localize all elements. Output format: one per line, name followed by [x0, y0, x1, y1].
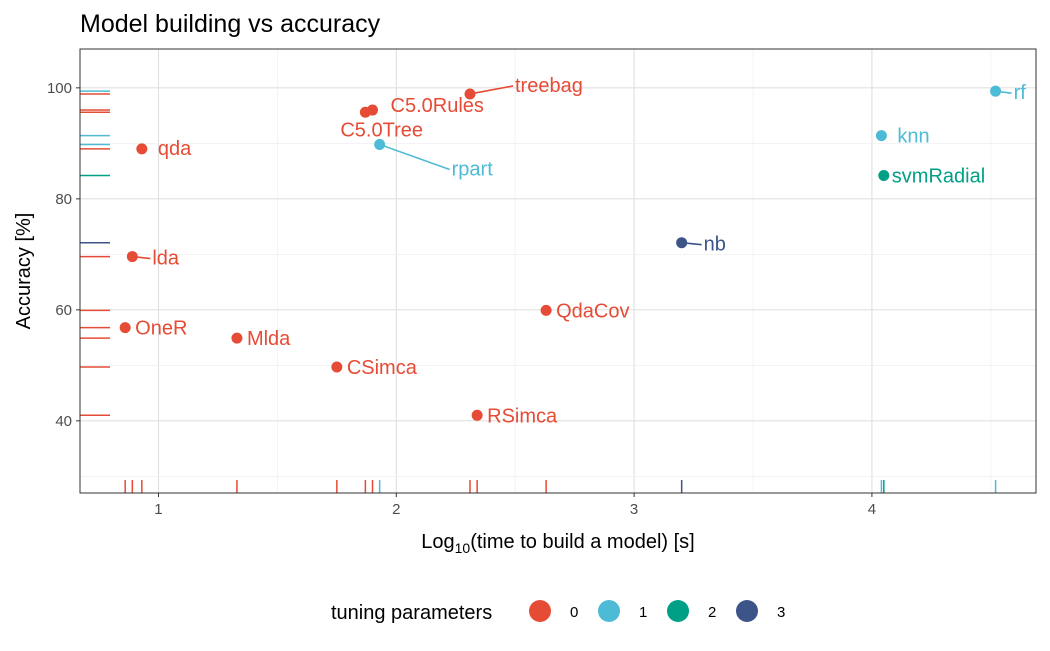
- legend-label: 3: [777, 604, 785, 621]
- legend-label: 0: [570, 604, 578, 621]
- rug-marks: [80, 90, 997, 493]
- point-label: RSimca: [487, 405, 558, 427]
- data-point: [540, 304, 552, 316]
- legend-key: [529, 600, 551, 622]
- x-tick-label: 4: [868, 501, 876, 518]
- panel-border: [79, 48, 1037, 494]
- y-axis-ticks: 40 60 80 100: [47, 80, 80, 430]
- x-axis-ticks: 1 2 3 4: [154, 493, 876, 518]
- legend-title: tuning parameters: [331, 602, 492, 624]
- data-point: [231, 332, 243, 344]
- point-label: C5.0Rules: [391, 95, 484, 117]
- point-label: Mlda: [247, 328, 291, 350]
- point-label: knn: [897, 126, 929, 148]
- point-label: qda: [158, 138, 192, 160]
- x-tick-label: 2: [392, 501, 400, 518]
- legend-key: [667, 600, 689, 622]
- data-point: [471, 409, 483, 421]
- point-label: C5.0Tree: [340, 119, 423, 141]
- data-point: [374, 138, 386, 150]
- x-axis-title-subscript: 10: [455, 540, 471, 556]
- point-label: CSimca: [347, 357, 418, 379]
- x-axis-title-suffix: (time to build a model) [s]: [470, 531, 695, 553]
- x-axis-title-prefix: Log: [421, 531, 454, 553]
- data-point: [136, 143, 148, 155]
- point-label: nb: [704, 234, 726, 256]
- data-point: [119, 322, 131, 334]
- y-axis-title: Accuracy [%]: [13, 213, 35, 330]
- legend-key: [598, 600, 620, 622]
- legend-label: 2: [708, 604, 716, 621]
- y-tick-label: 80: [55, 191, 72, 208]
- data-point: [875, 130, 887, 142]
- x-tick-label: 1: [154, 501, 162, 518]
- point-label: svmRadial: [892, 166, 985, 188]
- point-label: QdaCov: [556, 300, 629, 322]
- y-tick-label: 40: [55, 413, 72, 430]
- data-point: [676, 237, 688, 249]
- data-point: [878, 170, 890, 182]
- point-label: OneR: [135, 318, 187, 340]
- point-label: rpart: [452, 158, 494, 180]
- grid-lines: [80, 49, 1036, 493]
- data-point: [359, 106, 371, 118]
- x-tick-label: 3: [630, 501, 638, 518]
- label-connector: [379, 143, 450, 171]
- data-point: [990, 85, 1002, 97]
- legend-label: 1: [639, 604, 647, 621]
- data-points: [119, 85, 1002, 421]
- legend-key: [736, 600, 758, 622]
- data-point: [126, 251, 138, 263]
- y-tick-label: 100: [47, 80, 72, 97]
- data-point: [331, 361, 343, 373]
- point-label: treebag: [515, 75, 583, 97]
- y-tick-label: 60: [55, 302, 72, 319]
- legend: tuning parameters 0 1 2 3: [331, 600, 785, 624]
- data-point: [464, 88, 476, 100]
- chart-title: Model building vs accuracy: [80, 10, 381, 38]
- x-axis-title: Log10(time to build a model) [s]: [421, 531, 694, 556]
- label-connector: [469, 85, 514, 95]
- point-label: rf: [1014, 82, 1027, 104]
- point-label: lda: [152, 248, 180, 270]
